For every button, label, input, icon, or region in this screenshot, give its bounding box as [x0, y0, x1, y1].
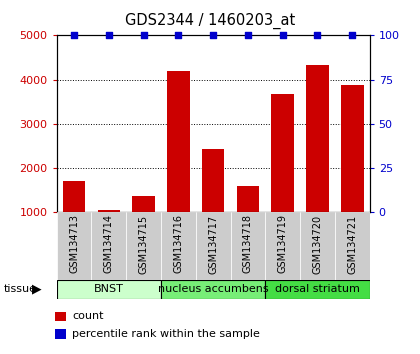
Text: GSM134713: GSM134713 [69, 215, 79, 273]
Bar [231, 212, 265, 280]
Bar [57, 280, 161, 299]
Point [244, 33, 251, 38]
Bar [306, 65, 329, 212]
Text: GSM134714: GSM134714 [104, 215, 114, 273]
Text: GSM134716: GSM134716 [173, 215, 184, 273]
Bar [300, 212, 335, 280]
Point [105, 33, 112, 38]
Text: GSM134717: GSM134717 [208, 215, 218, 274]
Text: GSM134719: GSM134719 [278, 215, 288, 273]
Bar [63, 181, 85, 212]
Point [71, 33, 77, 38]
Bar [55, 312, 66, 321]
Bar [236, 186, 259, 212]
Text: count: count [72, 312, 103, 321]
Bar [265, 212, 300, 280]
Point [210, 33, 217, 38]
Bar [57, 212, 92, 280]
Bar [202, 149, 224, 212]
Bar [265, 280, 370, 299]
Text: dorsal striatum: dorsal striatum [275, 284, 360, 295]
Bar [196, 212, 231, 280]
Bar [132, 195, 155, 212]
Text: GSM134715: GSM134715 [139, 215, 149, 274]
Bar [341, 85, 364, 212]
Point [314, 33, 321, 38]
Bar [161, 280, 265, 299]
Bar [335, 212, 370, 280]
Point [349, 33, 356, 38]
Text: percentile rank within the sample: percentile rank within the sample [72, 329, 260, 339]
Bar [92, 212, 126, 280]
Text: GSM134721: GSM134721 [347, 215, 357, 274]
Bar [161, 212, 196, 280]
Text: GSM134720: GSM134720 [312, 215, 323, 274]
Point [140, 33, 147, 38]
Text: GSM134718: GSM134718 [243, 215, 253, 273]
Bar [97, 210, 120, 212]
Text: ▶: ▶ [32, 283, 41, 296]
Point [279, 33, 286, 38]
Text: nucleus accumbens: nucleus accumbens [158, 284, 268, 295]
Text: GDS2344 / 1460203_at: GDS2344 / 1460203_at [125, 12, 295, 29]
Bar [167, 71, 190, 212]
Point [175, 33, 182, 38]
Bar [126, 212, 161, 280]
Bar [55, 329, 66, 339]
Text: tissue: tissue [4, 284, 37, 295]
Text: BNST: BNST [94, 284, 124, 295]
Bar [271, 94, 294, 212]
